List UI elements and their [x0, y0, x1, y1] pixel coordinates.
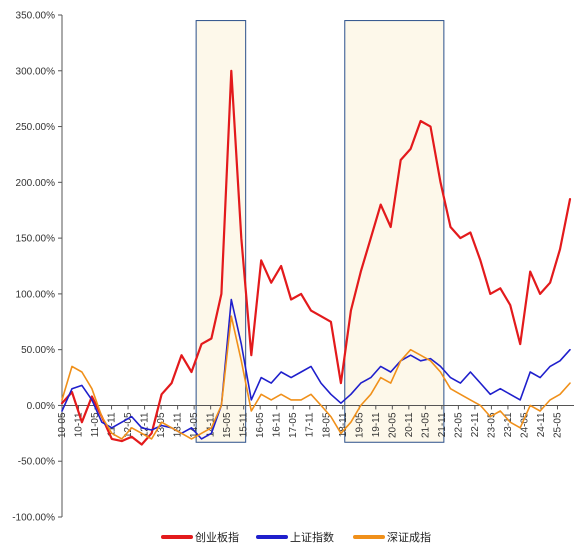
y-tick-label: 350.00% [16, 11, 56, 22]
x-tick-label: 18-11 [338, 412, 349, 437]
x-tick-label: 24-11 [536, 412, 547, 437]
y-tick-label: 200.00% [16, 178, 56, 189]
series-line [60, 69, 572, 446]
x-tick-label: 23-05 [486, 412, 497, 438]
x-tick-label: 11-11 [107, 412, 118, 437]
x-tick-label: 22-11 [470, 412, 481, 437]
x-tick-label: 21-05 [420, 412, 431, 438]
x-tick-label: 25-05 [552, 412, 563, 438]
x-tick-label: 16-05 [255, 412, 266, 438]
y-tick-label: 150.00% [16, 234, 56, 245]
highlight-periods [195, 20, 445, 443]
x-tick-label: 10-11 [74, 412, 85, 437]
x-tick-label: 18-05 [321, 412, 332, 438]
axes: 350.00% 300.00% 250.00% 200.00% 150.00% 100.0… [12, 11, 574, 524]
x-tick-label: 14-11 [206, 412, 217, 437]
legend: 创业板指 上证指数 深证成指 [161, 530, 431, 544]
y-tick-label: -100.00% [12, 513, 55, 524]
y-tick-label: 100.00% [16, 289, 56, 300]
y-tick-label: -50.00% [18, 457, 55, 468]
x-tick-label: 10-05 [57, 412, 68, 438]
x-tick-label: 11-05 [90, 412, 101, 437]
x-tick-label: 20-05 [387, 412, 398, 438]
x-tick-label: 17-11 [305, 412, 316, 437]
legend-label: 创业板指 [195, 530, 239, 544]
x-tick-label: 15-11 [239, 412, 250, 437]
x-tick-label: 23-11 [503, 412, 514, 437]
legend-label: 上证指数 [290, 530, 334, 544]
y-tick-label: 50.00% [21, 345, 55, 356]
x-tick-label: 17-05 [288, 412, 299, 438]
series-line [61, 315, 571, 440]
x-tick-label: 13-11 [173, 412, 184, 437]
x-tick-label: 19-05 [354, 412, 365, 438]
x-tick-label: 20-11 [404, 412, 415, 437]
x-tick-label: 14-05 [189, 412, 200, 438]
x-tick-label: 22-05 [453, 412, 464, 438]
series-line [61, 298, 571, 440]
x-tick-label: 21-11 [437, 412, 448, 437]
y-tick-label: 0.00% [27, 401, 55, 412]
highlight-box [344, 20, 445, 443]
highlight-box [195, 20, 247, 443]
x-tick-label: 12-11 [140, 412, 151, 437]
y-tick-label: 300.00% [16, 66, 56, 77]
series-lines [60, 69, 572, 446]
x-tick-label: 12-05 [123, 412, 134, 438]
x-tick-label: 16-11 [272, 412, 283, 437]
x-tick-label: 19-11 [371, 412, 382, 437]
y-tick-label: 250.00% [16, 122, 56, 133]
x-tick-label: 24-05 [519, 412, 530, 438]
x-tick-label: 15-05 [222, 412, 233, 438]
legend-label: 深证成指 [387, 530, 431, 544]
